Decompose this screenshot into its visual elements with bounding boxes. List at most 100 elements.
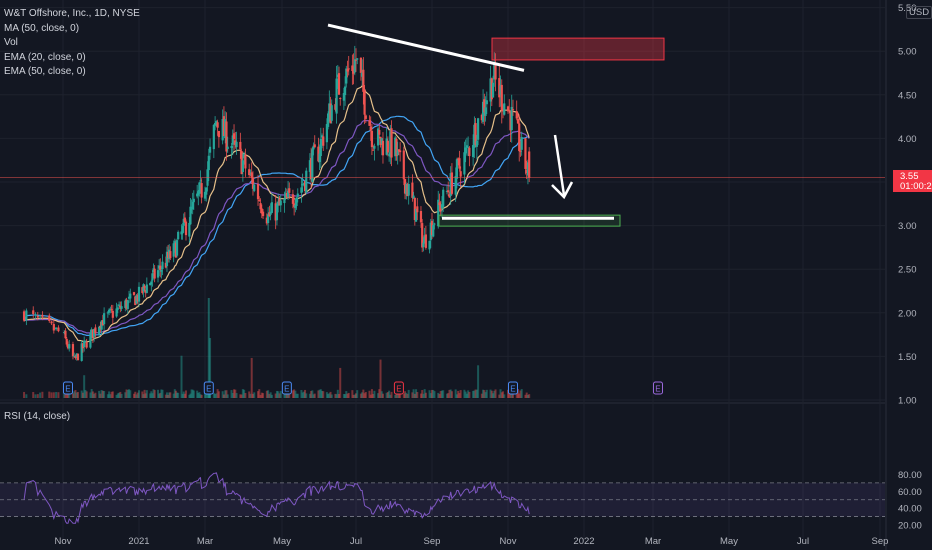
candle-body [515,111,518,119]
candle-body [491,82,495,98]
time-tick-label: Sep [424,536,441,547]
volume-bar [81,392,84,398]
candle-body [73,355,76,357]
candle-body [387,154,391,156]
candle-body [260,208,263,214]
candle-body [467,146,470,148]
volume-bar [151,393,154,398]
candle-body [286,190,290,197]
candle-body [141,287,144,293]
volume-bar [124,392,127,398]
candle-body [101,320,104,326]
volume-bar [526,394,529,398]
candle-body [234,140,237,145]
time-tick-label: May [273,536,291,547]
ema20-indicator-label[interactable]: EMA (20, close, 0) [4,51,86,63]
volume-bar [173,389,176,398]
candle-body [484,107,487,116]
rsi-line [23,472,530,524]
candle-body [156,270,160,278]
candle-body [518,123,521,152]
ma-indicator-label[interactable]: MA (50, close, 0) [4,22,80,34]
candle-body [169,251,172,259]
volume-bar [85,391,88,398]
candle-body [305,170,308,193]
candle-body [325,124,328,143]
candle-body [100,320,103,330]
volume-bar [362,389,365,398]
candle-body [506,106,510,112]
rsi-indicator-label[interactable]: RSI (14, close) [4,411,71,422]
volume-bar [519,390,522,398]
volume-bar [388,390,391,398]
candle-body [142,284,145,292]
volume-indicator-label[interactable]: Vol [4,37,18,48]
volume-bar [258,389,261,398]
candle-body [232,133,236,139]
volume-bar [184,390,187,398]
volume-bar [257,391,260,398]
candle-body [66,344,70,349]
candle-body [168,249,171,260]
volume-bar [221,391,224,398]
volume-bar [438,393,441,398]
candle-body [84,340,87,342]
volume-bar [422,393,425,398]
volume-bar [80,390,83,398]
earnings-marker-label: E [396,385,401,394]
volume-bar [431,389,433,398]
volume-bar [141,391,144,398]
candle-body [295,197,298,207]
candle-body [317,146,320,162]
candle-body [342,92,345,101]
candle-body [498,78,501,98]
volume-bar [397,393,400,398]
time-tick-label: May [720,536,738,547]
candle-body [302,183,305,185]
volume-bar [133,393,136,398]
candle-body [300,187,303,193]
volume-bar [413,393,416,398]
volume-bar [226,394,229,398]
candle-body [490,78,493,100]
volume-bar [379,359,382,398]
candle-body [510,106,513,131]
volume-bars [23,298,531,398]
candle-body [83,340,86,348]
candle-body [449,173,452,197]
last-price: 3.55 [900,171,919,182]
volume-bar [180,355,183,398]
earnings-marker-label: E [655,385,660,394]
candle-body [63,331,66,333]
time-tick-label: Jul [797,536,809,547]
candle-body [215,121,218,126]
candle-body [90,329,93,335]
candle-body [369,126,372,131]
candle-body [50,321,53,324]
candle-body [362,69,365,92]
volume-bar [416,392,419,398]
candle-body [110,309,113,311]
volume-bar [200,394,203,398]
volume-bar [126,389,129,398]
volume-bar [419,393,422,398]
volume-bar [468,391,471,398]
currency-label[interactable]: USD [906,6,932,19]
volume-bar [525,392,528,398]
volume-bar [244,393,247,398]
candle-body [198,182,201,194]
candle-body [265,217,268,224]
candle-body [381,140,385,156]
volume-bar [440,390,443,398]
candle-body [481,101,485,122]
candle-body [251,177,255,189]
symbol-title[interactable]: W&T Offshore, Inc., 1D, NYSE [4,8,140,19]
volume-bar [192,390,195,398]
candle-body [403,178,407,194]
candle-body [419,211,423,223]
volume-bar [251,393,254,398]
candle-body [136,294,139,302]
candle-body [509,111,512,131]
ema50-indicator-label[interactable]: EMA (50, close, 0) [4,66,86,77]
